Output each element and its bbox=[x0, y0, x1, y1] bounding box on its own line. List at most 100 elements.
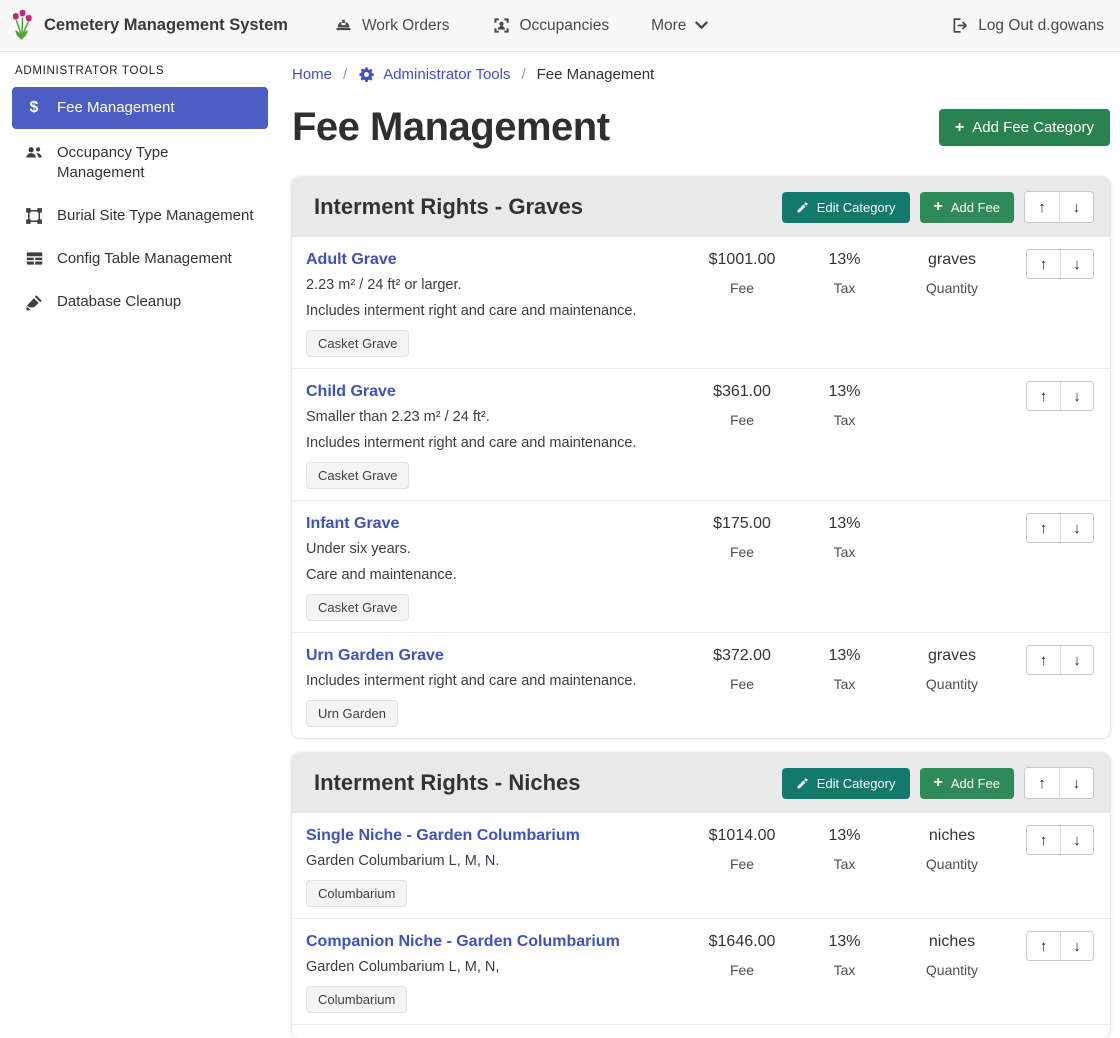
sidebar-item-occupancy-type[interactable]: Occupancy Type Management bbox=[12, 134, 268, 192]
tax-label: Tax bbox=[797, 544, 892, 560]
nav-occupancies-label: Occupancies bbox=[520, 17, 610, 35]
fee-reorder-group: ↑ ↓ bbox=[1026, 825, 1094, 855]
move-fee-up-button[interactable]: ↑ bbox=[1027, 250, 1060, 278]
sidebar-item-config-table[interactable]: Config Table Management bbox=[12, 240, 268, 278]
fee-name-link[interactable]: Single Niche - Garden Columbarium bbox=[306, 826, 580, 845]
move-fee-down-button[interactable]: ↓ bbox=[1060, 646, 1093, 674]
nav-occupancies[interactable]: Occupancies bbox=[492, 16, 610, 35]
move-fee-down-button[interactable]: ↓ bbox=[1060, 382, 1093, 410]
category-title: Interment Rights - Niches bbox=[314, 770, 580, 796]
add-fee-button[interactable]: + Add Fee bbox=[920, 768, 1015, 799]
up-arrow-icon: ↑ bbox=[1040, 256, 1048, 273]
down-arrow-icon: ↓ bbox=[1073, 520, 1081, 537]
edit-category-button[interactable]: Edit Category bbox=[782, 768, 910, 799]
move-fee-down-button[interactable]: ↓ bbox=[1060, 514, 1093, 542]
fee-row-infant-grave: Infant Grave Under six years. Care and m… bbox=[292, 500, 1110, 632]
logout-link[interactable]: Log Out d.gowans bbox=[950, 16, 1104, 35]
fee-name-link[interactable]: Urn Garden Grave bbox=[306, 646, 444, 665]
category-reorder-group: ↑ ↓ bbox=[1024, 767, 1094, 799]
tax-value: 13% bbox=[797, 932, 892, 951]
chevron-down-icon bbox=[695, 21, 708, 30]
fee-category-card-niches: Interment Rights - Niches Edit Category … bbox=[292, 753, 1110, 1038]
fee-row-single-niche: Single Niche - Garden Columbarium Garden… bbox=[292, 813, 1110, 918]
move-category-down-button[interactable]: ↓ bbox=[1059, 192, 1093, 222]
move-category-down-button[interactable]: ↓ bbox=[1059, 768, 1093, 798]
move-category-up-button[interactable]: ↑ bbox=[1025, 768, 1059, 798]
sidebar-item-fee-management[interactable]: $ Fee Management bbox=[12, 87, 268, 129]
breadcrumb-current: Fee Management bbox=[537, 66, 655, 83]
fee-reorder-group: ↑ ↓ bbox=[1026, 249, 1094, 279]
fee-label: Fee bbox=[687, 676, 797, 692]
sidebar-item-database-cleanup[interactable]: Database Cleanup bbox=[12, 283, 268, 321]
nav-work-orders[interactable]: Work Orders bbox=[334, 16, 450, 35]
fee-amount: $372.00 bbox=[687, 646, 797, 665]
move-fee-up-button[interactable]: ↑ bbox=[1027, 826, 1060, 854]
move-fee-up-button[interactable]: ↑ bbox=[1027, 646, 1060, 674]
fee-row-child-grave: Child Grave Smaller than 2.23 m² / 24 ft… bbox=[292, 368, 1110, 500]
sidebar-item-label: Burial Site Type Management bbox=[57, 206, 254, 226]
breadcrumb-home[interactable]: Home bbox=[292, 66, 332, 83]
move-fee-down-button[interactable]: ↓ bbox=[1060, 932, 1093, 960]
add-fee-button[interactable]: + Add Fee bbox=[920, 192, 1015, 223]
breadcrumb-admin-tools[interactable]: Administrator Tools bbox=[358, 66, 510, 83]
up-arrow-icon: ↑ bbox=[1038, 199, 1046, 216]
fee-row-companion-niche: Companion Niche - Garden Columbarium Gar… bbox=[292, 918, 1110, 1024]
fee-amount: $1646.00 bbox=[687, 932, 797, 951]
move-fee-up-button[interactable]: ↑ bbox=[1027, 932, 1060, 960]
fee-name-link[interactable]: Child Grave bbox=[306, 382, 396, 401]
quantity-label: Quantity bbox=[892, 856, 1012, 872]
move-fee-up-button[interactable]: ↑ bbox=[1027, 382, 1060, 410]
nav-more[interactable]: More bbox=[651, 17, 708, 35]
tax-label: Tax bbox=[797, 856, 892, 872]
tax-label: Tax bbox=[797, 676, 892, 692]
quantity-value: niches bbox=[892, 932, 1012, 951]
sidebar-item-label: Database Cleanup bbox=[57, 292, 181, 312]
fee-tag-badge: Columbarium bbox=[306, 880, 407, 907]
add-fee-category-button[interactable]: + Add Fee Category bbox=[939, 109, 1110, 146]
fee-label: Fee bbox=[687, 544, 797, 560]
down-arrow-icon: ↓ bbox=[1073, 256, 1081, 273]
fee-amount: $361.00 bbox=[687, 382, 797, 401]
up-arrow-icon: ↑ bbox=[1040, 652, 1048, 669]
quantity-label: Quantity bbox=[892, 962, 1012, 978]
up-arrow-icon: ↑ bbox=[1040, 388, 1048, 405]
fee-amount: $1001.00 bbox=[687, 250, 797, 269]
sidebar-item-label: Fee Management bbox=[57, 98, 175, 118]
tulip-logo-icon bbox=[10, 8, 35, 44]
move-category-up-button[interactable]: ↑ bbox=[1025, 192, 1059, 222]
breadcrumb-admin-tools-label: Administrator Tools bbox=[383, 66, 510, 83]
sidebar-item-label: Config Table Management bbox=[57, 249, 232, 269]
users-icon bbox=[24, 144, 44, 162]
main-content: Home / Administrator Tools / Fee Managem… bbox=[280, 52, 1120, 939]
fee-tag-badge: Columbarium bbox=[306, 986, 407, 1013]
quantity-label: Quantity bbox=[892, 280, 1012, 296]
category-header: Interment Rights - Graves Edit Category … bbox=[292, 177, 1110, 237]
page-title: Fee Management bbox=[292, 105, 610, 150]
fee-name-link[interactable]: Infant Grave bbox=[306, 514, 399, 533]
fee-description: 2.23 m² / 24 ft² or larger. bbox=[306, 276, 687, 295]
sidebar-item-burial-site-type[interactable]: Burial Site Type Management bbox=[12, 197, 268, 235]
top-navbar: Cemetery Management System Work Orders bbox=[0, 0, 1120, 52]
fee-description: Smaller than 2.23 m² / 24 ft². bbox=[306, 408, 687, 427]
edit-category-button[interactable]: Edit Category bbox=[782, 192, 910, 223]
fee-reorder-group: ↑ ↓ bbox=[1026, 513, 1094, 543]
breadcrumb-separator: / bbox=[521, 66, 525, 83]
add-fee-label: Add Fee bbox=[951, 200, 1000, 215]
move-fee-down-button[interactable]: ↓ bbox=[1060, 250, 1093, 278]
gear-icon bbox=[358, 66, 375, 83]
add-fee-category-label: Add Fee Category bbox=[972, 119, 1094, 136]
fee-name-link[interactable]: Companion Niche - Garden Columbarium bbox=[306, 932, 620, 951]
dollar-icon: $ bbox=[24, 99, 44, 117]
fee-row-adult-grave: Adult Grave 2.23 m² / 24 ft² or larger. … bbox=[292, 237, 1110, 368]
fee-label: Fee bbox=[687, 856, 797, 872]
sidebar-item-label: Occupancy Type Management bbox=[57, 143, 256, 183]
fee-description: Includes interment right and care and ma… bbox=[306, 434, 687, 453]
fee-name-link[interactable]: Adult Grave bbox=[306, 250, 397, 269]
move-fee-down-button[interactable]: ↓ bbox=[1060, 826, 1093, 854]
add-fee-label: Add Fee bbox=[951, 776, 1000, 791]
app-brand[interactable]: Cemetery Management System bbox=[10, 8, 288, 44]
up-arrow-icon: ↑ bbox=[1040, 520, 1048, 537]
tax-label: Tax bbox=[797, 962, 892, 978]
move-fee-up-button[interactable]: ↑ bbox=[1027, 514, 1060, 542]
fee-description: Garden Columbarium L, M, N. bbox=[306, 852, 687, 871]
